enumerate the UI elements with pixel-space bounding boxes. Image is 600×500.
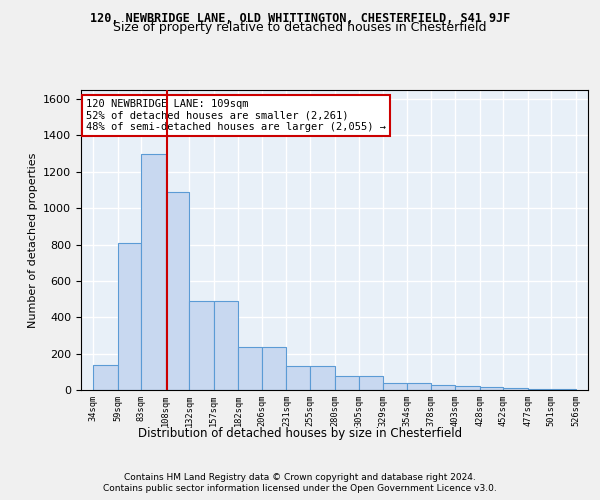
Text: Contains public sector information licensed under the Open Government Licence v3: Contains public sector information licen… xyxy=(103,484,497,493)
Bar xyxy=(431,386,455,390)
Bar xyxy=(335,376,359,390)
Bar xyxy=(407,382,431,390)
Bar xyxy=(551,389,576,390)
Text: Contains HM Land Registry data © Crown copyright and database right 2024.: Contains HM Land Registry data © Crown c… xyxy=(124,472,476,482)
Bar xyxy=(479,388,503,390)
Bar xyxy=(383,382,407,390)
Bar xyxy=(142,154,166,390)
Bar xyxy=(527,389,551,390)
Bar xyxy=(503,388,527,390)
Bar xyxy=(455,386,479,390)
Bar xyxy=(118,242,142,390)
Y-axis label: Number of detached properties: Number of detached properties xyxy=(28,152,38,328)
Text: 120, NEWBRIDGE LANE, OLD WHITTINGTON, CHESTERFIELD, S41 9JF: 120, NEWBRIDGE LANE, OLD WHITTINGTON, CH… xyxy=(90,12,510,26)
Text: Size of property relative to detached houses in Chesterfield: Size of property relative to detached ho… xyxy=(113,22,487,35)
Bar xyxy=(359,376,383,390)
Bar xyxy=(93,364,118,390)
Bar xyxy=(238,348,262,390)
Bar xyxy=(310,366,335,390)
Text: 120 NEWBRIDGE LANE: 109sqm
52% of detached houses are smaller (2,261)
48% of sem: 120 NEWBRIDGE LANE: 109sqm 52% of detach… xyxy=(86,99,386,132)
Bar xyxy=(166,192,190,390)
Bar xyxy=(286,366,310,390)
Bar xyxy=(262,348,286,390)
Bar xyxy=(214,301,238,390)
Bar xyxy=(190,301,214,390)
Text: Distribution of detached houses by size in Chesterfield: Distribution of detached houses by size … xyxy=(138,428,462,440)
